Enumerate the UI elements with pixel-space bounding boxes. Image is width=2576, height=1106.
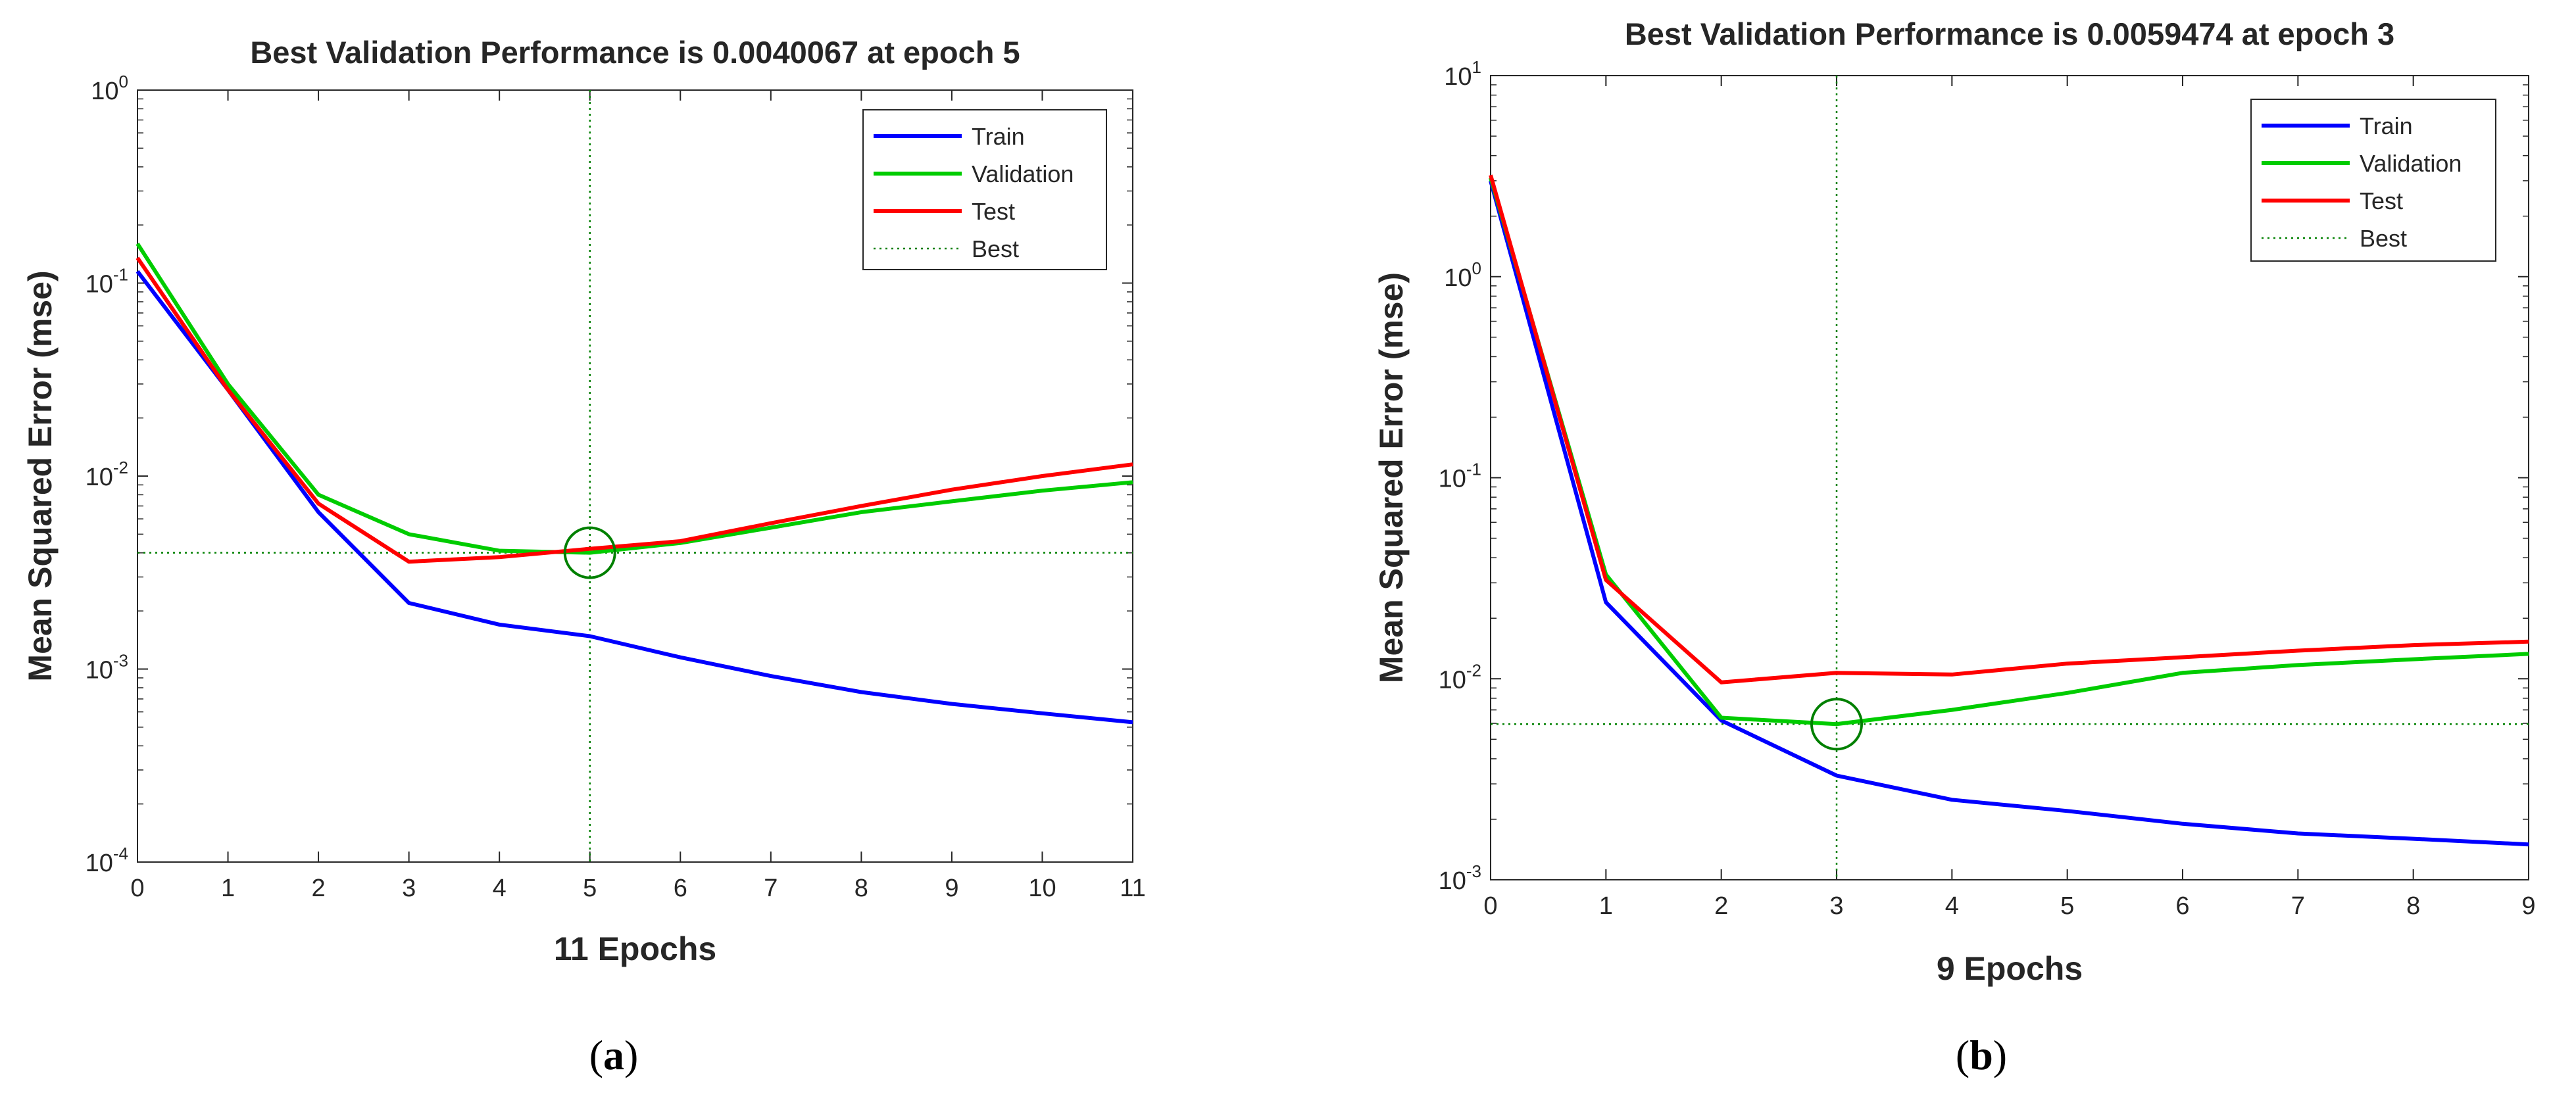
minor-ticks [137,98,1133,805]
x-tick-label: 0 [1483,892,1497,920]
series-line-validation [1489,177,2529,727]
y-tick-base: 10 [86,657,113,685]
x-tick-label: 7 [2291,892,2305,920]
x-tick-label: 5 [583,875,597,902]
series-line-train [136,270,1133,725]
x-tick-label: 2 [312,875,326,902]
legend-label: Validation [972,160,1074,187]
y-tick-label: 10-2 [1439,660,1481,694]
y-tick-base: 10 [1444,264,1472,292]
x-tick-label: 9 [2521,892,2535,920]
y-tick-exponent: -2 [1466,660,1481,680]
best-marker-circle [1810,698,1863,751]
x-axis-label: 11 Epochs [554,930,716,967]
y-axis-label: Mean Squared Error (mse) [22,270,59,681]
x-tick-label: 5 [2060,892,2074,920]
x-tick-label: 11 [1120,875,1145,902]
y-tick-label: 10-1 [1439,460,1481,493]
y-tick-exponent: -1 [1466,460,1481,479]
x-tick-label: 6 [2175,892,2189,920]
x-tick-label: 2 [1714,892,1728,920]
y-tick-base: 10 [91,78,118,105]
best-marker-circle [563,526,616,579]
chart-panel-b: Best Validation Performance is 0.0059474… [1373,16,2536,1078]
series-line-train [1489,180,2529,847]
y-tick-base: 10 [1444,63,1472,91]
y-tick-base: 10 [86,850,113,877]
series-line-test [1489,174,2529,685]
legend-label: Best [972,235,1019,262]
y-tick-exponent: -1 [113,265,128,285]
y-tick-label: 101 [1444,57,1481,91]
legend-label: Best [2360,225,2407,252]
y-tick-label: 10-3 [86,651,128,685]
x-tick-label: 9 [945,875,958,902]
legend: Train Validation Test Best [862,109,1107,270]
panel-label: (a) [589,1032,639,1078]
panel-label-close: ) [1993,1032,2007,1078]
panel-label-close: ) [624,1032,638,1078]
x-tick-label: 8 [855,875,868,902]
x-tick-label: 1 [1599,892,1613,920]
panel-label-open: ( [1956,1032,1969,1078]
y-tick-base: 10 [86,464,113,491]
y-tick-exponent: -3 [1466,861,1481,881]
x-tick-label: 10 [1028,875,1056,902]
legend-label: Validation [2360,150,2462,177]
legend: Train Validation Test Best [2250,99,2496,262]
y-tick-label: 10-1 [86,265,128,299]
y-tick-exponent: 0 [119,72,128,91]
y-axis-label: Mean Squared Error (mse) [1373,272,1410,683]
legend-label: Train [2360,112,2413,139]
y-tick-base: 10 [1439,466,1466,493]
y-tick-exponent: -4 [113,844,128,863]
x-axis-label: 9 Epochs [1937,950,2083,987]
x-tick-label: 0 [130,875,144,902]
x-tick-label: 8 [2406,892,2420,920]
panel-label-open: ( [589,1032,603,1078]
legend-label: Test [2360,187,2403,214]
y-tick-base: 10 [86,271,113,299]
panel-label-letter: b [1969,1032,1993,1078]
y-tick-label: 10-3 [1439,861,1481,895]
chart-panel-a: Best Validation Performance is 0.0040067… [22,35,1146,1078]
y-tick-label: 100 [1444,258,1481,292]
chart-title: Best Validation Performance is 0.0040067… [250,35,1020,70]
chart-title: Best Validation Performance is 0.0059474… [1625,16,2394,51]
series-line-validation [136,242,1133,555]
y-tick-exponent: -3 [113,651,128,671]
x-tick-label: 7 [764,875,778,902]
panel-label: (b) [1956,1032,2007,1078]
minor-ticks [1491,84,2529,820]
y-tick-exponent: 0 [1472,258,1481,278]
x-tick-label: 4 [493,875,507,902]
legend-label: Train [972,123,1025,150]
x-tick-label: 1 [221,875,235,902]
y-tick-base: 10 [1439,867,1466,895]
y-tick-label: 100 [91,72,128,105]
y-tick-label: 10-2 [86,458,128,491]
legend-label: Test [972,198,1015,225]
series-line-test [136,256,1133,564]
y-tick-exponent: 1 [1472,57,1481,77]
x-tick-label: 3 [1829,892,1843,920]
x-tick-label: 6 [674,875,687,902]
x-tick-label: 3 [402,875,416,902]
y-tick-label: 10-4 [86,844,128,877]
y-tick-exponent: -2 [113,458,128,477]
x-tick-label: 4 [1945,892,1959,920]
panel-label-letter: a [603,1032,624,1078]
y-tick-base: 10 [1439,666,1466,694]
